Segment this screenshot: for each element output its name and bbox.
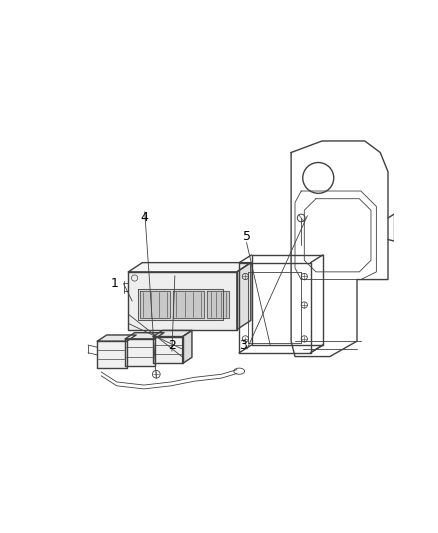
Polygon shape <box>97 335 136 341</box>
Polygon shape <box>140 291 170 318</box>
Text: 1: 1 <box>110 277 118 290</box>
Polygon shape <box>97 341 127 368</box>
Text: 3: 3 <box>239 338 247 352</box>
Polygon shape <box>125 339 155 366</box>
Polygon shape <box>183 330 192 364</box>
Polygon shape <box>138 289 223 320</box>
Polygon shape <box>153 336 183 364</box>
Polygon shape <box>237 263 251 329</box>
Polygon shape <box>153 330 192 336</box>
Polygon shape <box>173 291 204 318</box>
Text: 2: 2 <box>168 338 176 352</box>
Text: 5: 5 <box>243 230 251 243</box>
Polygon shape <box>128 272 237 329</box>
Text: 4: 4 <box>141 212 148 224</box>
Polygon shape <box>125 333 164 339</box>
Polygon shape <box>208 291 229 318</box>
Polygon shape <box>128 263 251 272</box>
